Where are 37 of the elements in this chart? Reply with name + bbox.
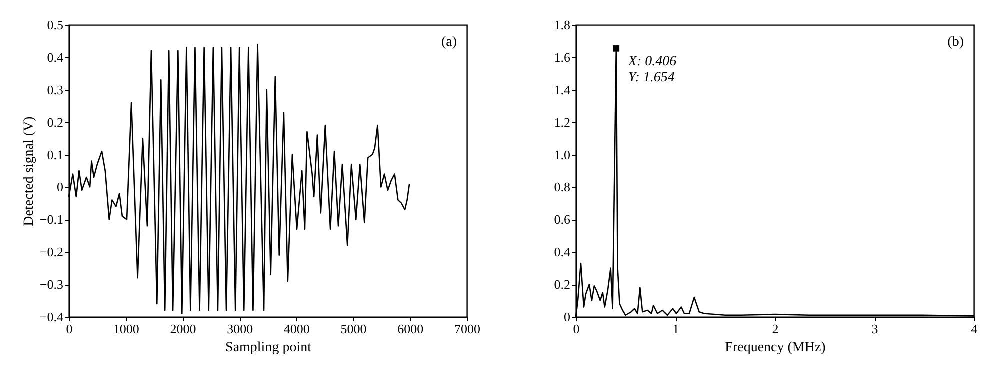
- annotation: (a): [441, 35, 458, 50]
- y-axis-title: Detected signal (V): [22, 116, 37, 226]
- x-tick-label: 1: [672, 322, 680, 336]
- y-tick-label: 1.2: [554, 114, 570, 130]
- x-tick-label: 2000: [170, 322, 196, 336]
- x-tick-label: 4000: [284, 322, 310, 336]
- y-tick-label: 0.4: [47, 50, 64, 65]
- y-tick-label: −0.4: [40, 310, 64, 324]
- x-tick-label: 7000: [454, 322, 480, 336]
- y-tick-label: 0.2: [554, 277, 570, 292]
- y-tick-label: 1.4: [554, 82, 571, 98]
- x-tick-label: 1000: [113, 322, 140, 336]
- y-tick-label: 1.6: [554, 50, 571, 65]
- y-tick-label: −0.1: [40, 212, 64, 228]
- y-tick-label: 0.5: [47, 18, 64, 32]
- y-tick-label: 1.8: [554, 18, 570, 32]
- y-tick-label: 1.0: [554, 147, 570, 162]
- x-tick-label: 4: [971, 322, 978, 336]
- x-tick-label: 3000: [227, 322, 254, 336]
- x-tick-label: 3: [872, 322, 878, 336]
- y-tick-label: −0.3: [40, 277, 64, 292]
- annotation: X: 0.406 Y: 1.654: [627, 54, 677, 86]
- y-tick-label: 0.8: [554, 180, 570, 195]
- y-tick-label: 0.2: [47, 114, 64, 130]
- y-tick-label: 0.4: [554, 244, 571, 260]
- x-tick-label: 5000: [340, 322, 367, 336]
- y-tick-label: 0.3: [47, 82, 64, 98]
- x-axis-title: Frequency (MHz): [725, 340, 826, 356]
- x-tick-label: 2: [772, 322, 779, 336]
- x-tick-label: 6000: [398, 322, 424, 336]
- annotation: (b): [948, 35, 964, 50]
- y-tick-label: 0: [564, 310, 570, 324]
- y-tick-label: 0: [57, 180, 64, 195]
- x-axis-title: Sampling point: [226, 340, 312, 356]
- y-tick-label: 0.1: [47, 147, 64, 162]
- y-tick-label: 0.6: [554, 212, 571, 228]
- y-tick-label: −0.2: [40, 244, 64, 260]
